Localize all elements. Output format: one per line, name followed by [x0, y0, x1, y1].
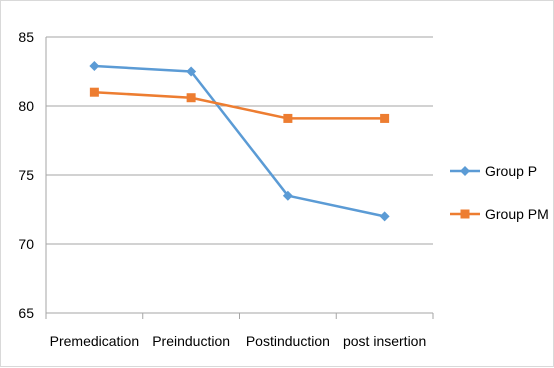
data-point: [89, 87, 99, 97]
x-tick-label: Postinduction: [246, 333, 330, 349]
data-point: [380, 113, 390, 123]
series-1: [89, 87, 390, 123]
y-tick-label: 75: [18, 167, 34, 183]
gridlines: [46, 36, 433, 314]
legend-marker: [460, 166, 470, 176]
legend: Group P Group PM: [450, 163, 549, 222]
data-point: [379, 211, 390, 222]
series: [89, 60, 390, 222]
data-point: [283, 113, 293, 123]
y-tick-label: 70: [18, 236, 34, 252]
x-tick-label: post insertion: [343, 333, 426, 349]
x-tick-label: Preinduction: [152, 333, 230, 349]
data-point: [282, 190, 293, 201]
x-tick-label: Premedication: [50, 333, 140, 349]
data-point: [89, 60, 100, 71]
data-point: [186, 66, 197, 77]
legend-label: Group PM: [485, 206, 549, 222]
legend-entry: Group PM: [450, 206, 549, 222]
legend-entry: Group P: [450, 163, 537, 179]
y-tick-label: 65: [18, 305, 34, 321]
legend-marker: [460, 209, 470, 219]
y-axis-tick-labels: 65 70 75 80 85: [18, 29, 34, 321]
y-tick-label: 80: [18, 98, 34, 114]
series-line: [94, 64, 385, 218]
data-point: [186, 93, 196, 103]
x-axis-tick-labels: Premedication Preinduction Postinduction po…: [50, 333, 427, 349]
axes: [45, 37, 434, 319]
legend-label: Group P: [485, 163, 537, 179]
series-0: [89, 60, 390, 222]
series-line: [94, 90, 385, 120]
y-tick-label: 85: [18, 29, 34, 45]
